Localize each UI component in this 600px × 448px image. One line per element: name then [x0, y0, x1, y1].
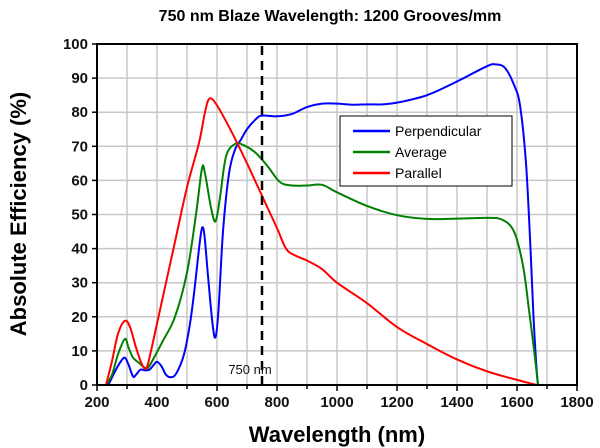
x-tick-label: 200	[84, 394, 109, 411]
y-tick-label: 30	[71, 275, 88, 292]
x-tick-label: 1800	[560, 394, 593, 411]
y-tick-label: 90	[71, 70, 88, 87]
y-tick-label: 20	[71, 309, 88, 326]
series-line-parallel	[105, 97, 537, 386]
x-ticks: 200 400 600 800 1000 1200 1400 1600 1800	[84, 385, 594, 411]
series-lines	[105, 63, 539, 386]
x-tick-label: 800	[264, 394, 289, 411]
y-tick-label: 70	[71, 138, 88, 155]
x-tick-label: 1000	[320, 394, 353, 411]
y-tick-label: 100	[63, 36, 88, 53]
y-tick-label: 40	[71, 241, 88, 258]
legend-label: Perpendicular	[395, 123, 482, 139]
x-tick-label: 1600	[500, 394, 533, 411]
legend-label: Average	[395, 144, 447, 160]
annotation-label: 750 nm	[228, 362, 271, 377]
x-tick-label: 600	[204, 394, 229, 411]
x-tick-label: 1200	[380, 394, 413, 411]
y-ticks: 0 10 20 30 40 50 60 70 80 90 100	[63, 36, 97, 394]
y-tick-label: 50	[71, 207, 88, 224]
y-tick-label: 80	[71, 104, 88, 121]
legend-label: Parallel	[395, 165, 442, 181]
x-tick-label: 400	[144, 394, 169, 411]
x-axis-label: Wavelength (nm)	[249, 422, 425, 447]
x-tick-label: 1400	[440, 394, 473, 411]
y-axis-label: Absolute Efficiency (%)	[6, 92, 31, 336]
y-tick-label: 0	[80, 377, 88, 394]
grid	[97, 44, 577, 385]
y-tick-label: 60	[71, 172, 88, 189]
y-tick-label: 10	[71, 343, 88, 360]
chart-title: 750 nm Blaze Wavelength: 1200 Grooves/mm	[159, 8, 502, 25]
plot-frame	[96, 43, 578, 386]
legend: Perpendicular Average Parallel	[339, 115, 513, 187]
series-line-perpendicular	[105, 63, 539, 386]
